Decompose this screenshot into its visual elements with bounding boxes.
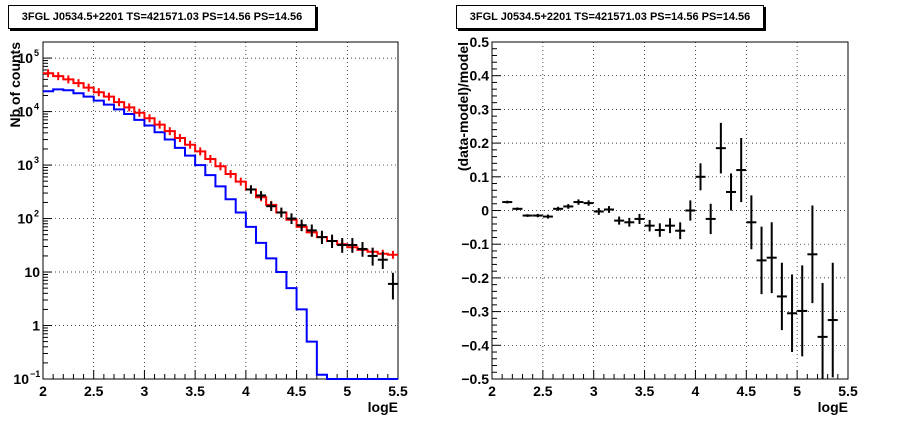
right-chart-title: 3FGL J0534.5+2201 TS=421571.03 PS=14.56 … [456, 5, 764, 29]
right-y-tick-label: 0.4 [470, 68, 490, 84]
right-y-tick-label: 0.2 [470, 135, 490, 151]
right-y-tick-label: 0.1 [470, 169, 490, 185]
left-x-tick-label: 5 [343, 383, 351, 399]
right-x-tick-label: 4.5 [737, 383, 757, 399]
left-y-tick-label: 10 [17, 157, 33, 173]
left-y-tick-label: 10 [17, 211, 33, 227]
left-y-tick-label: 10 [17, 50, 33, 66]
right-y-tick-label: −0.5 [461, 371, 489, 387]
right-x-tick-label: 3.5 [635, 383, 655, 399]
right-plot-frame [491, 41, 849, 380]
right-x-tick-label: 3 [590, 383, 598, 399]
right-plot-panel: 2 2.5 3 3.5 4 4.5 5 5.5 −0.5 −0.4 −0.3 −0.2 −0.1 0 0.1… [455, 34, 858, 415]
left-y-tick-exponent: 5 [34, 48, 39, 58]
left-y-tick-exponent: 2 [34, 209, 39, 219]
left-y-tick-exponent: −1 [30, 369, 40, 379]
right-y-tick-label: 0 [481, 203, 489, 219]
right-y-axis-label: (data-model)/model [455, 42, 471, 171]
left-x-tick-label: 5.5 [388, 383, 408, 399]
left-y-tick-exponent: 3 [34, 155, 39, 165]
left-model-blue-line [43, 88, 398, 380]
left-y-axis-label: Nb of counts [7, 42, 23, 128]
right-y-tick-label: −0.3 [461, 304, 489, 320]
right-y-tick-label: 0.3 [470, 101, 490, 117]
right-y-tick-label: −0.4 [461, 337, 489, 353]
right-x-axis-label: logE [818, 399, 848, 415]
right-x-tick-label: 2 [488, 383, 496, 399]
left-x-tick-label: 2 [39, 383, 47, 399]
right-x-tick-label: 4 [692, 383, 700, 399]
left-plot-frame [42, 41, 399, 380]
right-y-tick-label: −0.2 [461, 270, 489, 286]
left-x-tick-label: 3 [141, 383, 149, 399]
left-x-axis-label: logE [368, 399, 398, 415]
right-y-tick-label: −0.1 [461, 236, 489, 252]
left-y-tick-label: 10 [24, 264, 40, 280]
left-x-tick-label: 4 [242, 383, 250, 399]
left-x-tick-label: 3.5 [185, 383, 205, 399]
left-y-tick-exponent: 4 [34, 102, 39, 112]
left-y-tick-label: 10 [13, 371, 29, 387]
left-y-tick-label: 10 [17, 104, 33, 120]
left-chart-title: 3FGL J0534.5+2201 TS=421571.03 PS=14.56 … [8, 5, 316, 29]
right-y-tick-label: 0.5 [470, 34, 490, 50]
left-x-tick-label: 4.5 [287, 383, 307, 399]
left-x-tick-label: 2.5 [84, 383, 104, 399]
right-x-tick-label: 5 [793, 383, 801, 399]
right-x-tick-label: 2.5 [533, 383, 553, 399]
right-x-tick-label: 5.5 [838, 383, 858, 399]
left-y-tick-label: 1 [32, 318, 40, 334]
